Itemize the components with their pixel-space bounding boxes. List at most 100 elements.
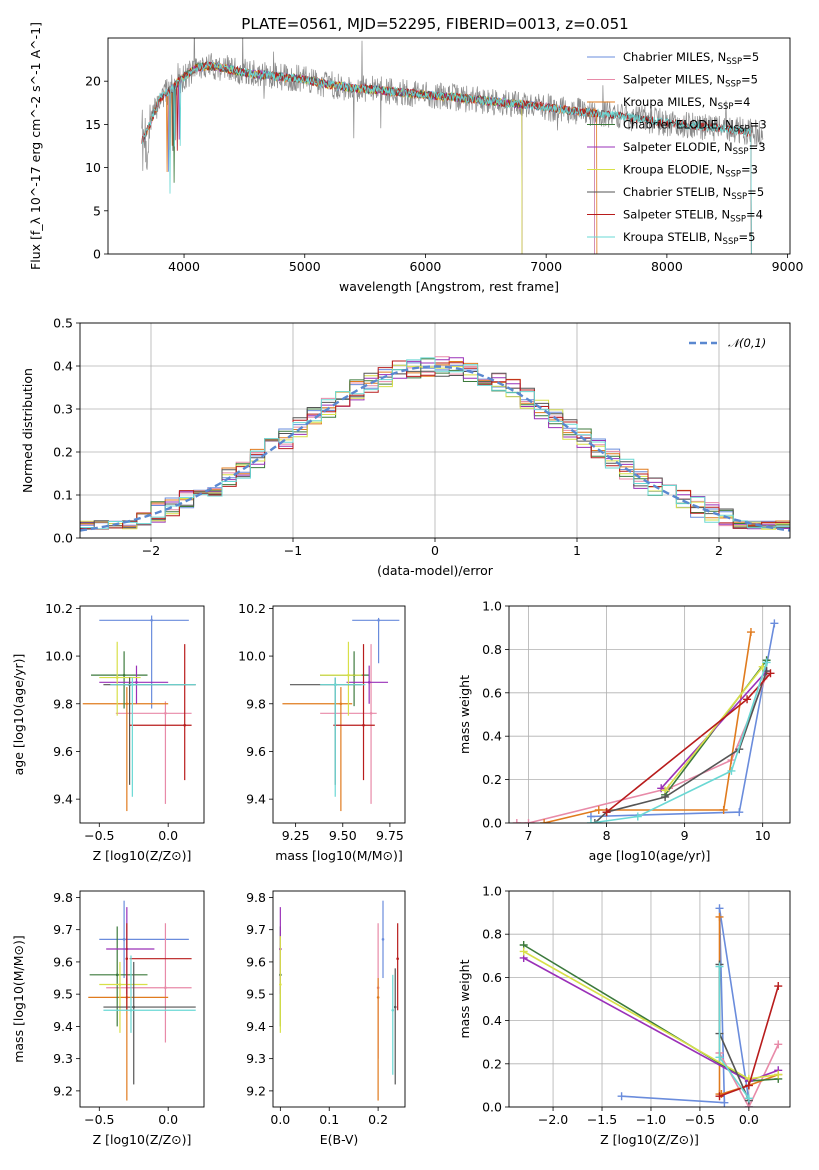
plus-marker [617,1092,626,1101]
y-tick-label: 0.1 [53,488,73,503]
legend-nssp-value: 3 [751,163,758,177]
y-tick-label: 9.3 [246,1051,266,1066]
legend-series-name: Chabrier ELODIE [623,118,718,132]
axes-frame [79,605,205,824]
y-tick-label: 9.5 [246,987,266,1002]
data-point [339,702,343,706]
x-axis-label: E(B-V) [320,1132,359,1147]
errorbar-salpeter-miles [106,923,192,1043]
plus-marker [762,658,771,667]
panel-age_vs_Z: −0.5 0.0 9.4 9.6 9.8 10.0 10.2 Z [log10(Z/Z⊙)] a… [11,601,205,863]
y-axis-label: mass weight [457,675,472,754]
errorbar-kroupa-stelib [391,974,395,1075]
x-tick-label: −1 [284,543,302,558]
y-tick-label: 9.6 [246,744,266,759]
y-tick-label: 0.6 [482,970,502,985]
model-line-chabrier-elodie [171,61,523,254]
y-tick-label: 9.7 [53,922,73,937]
x-tick-label: 10 [755,828,771,843]
plus-marker [735,808,744,817]
y-tick-label: 9.2 [246,1083,266,1098]
x-tick-label: −0.5 [84,828,114,843]
plot-area-spectrum [141,38,764,254]
plus-marker [719,805,728,814]
axes-frame [272,605,406,824]
legend-nssp-eq: = [733,95,743,109]
x-axis-label: age [log10(age/yr)] [589,848,711,863]
axes-frame [272,890,406,1108]
errorbar-kroupa-stelib [320,677,366,797]
legend-gaussian-label: 𝒩(0,1) [728,336,766,350]
legend-nssp-value: 5 [757,185,764,199]
errorbar-chabrier-miles [381,900,385,979]
plus-marker [512,819,521,823]
axes-frame [107,37,791,255]
plot-area-mass_vs_ebv [279,900,399,1101]
axes-frame [79,890,205,1108]
y-tick-label: 10.2 [45,601,73,616]
legend-nssp-value: 5 [752,50,759,64]
series-line [543,631,752,823]
model-line-salpeter-elodie [171,61,523,254]
errorbar-salpeter-miles [115,701,192,804]
y-tick-label: 9.3 [53,1051,73,1066]
legend-nssp-sub: SSP [725,80,741,90]
x-tick-label: 8000 [651,259,683,274]
legend-nssp-sub: SSP [733,147,749,157]
legend-label: Kroupa ELODIE, NSSP=3 [623,163,758,180]
data-point [131,683,134,686]
x-tick-label: −1.5 [587,1112,617,1127]
legend-nssp-eq: = [749,140,759,154]
legend-nssp-value: 4 [743,95,750,109]
plus-marker [766,669,775,678]
x-tick-label: 0 [431,543,439,558]
series-line [590,662,768,823]
y-tick-label: 9.8 [246,696,266,711]
y-tick-label: 9.6 [53,954,73,969]
errorbar-kroupa-miles [82,687,169,812]
data-point [369,712,373,715]
errorbar-salpeter-stelib [333,644,375,781]
data-point [129,1008,133,1012]
errorbar-kroupa-elodie [99,641,141,716]
errorbar-kroupa-elodie [320,641,362,716]
legend-series-name: Salpeter MILES [623,73,709,87]
legend-nssp-eq: = [741,73,751,87]
y-axis-label: mass [log10(M/M⊙)] [11,935,26,1063]
legend-series-name: Salpeter STELIB [623,208,714,222]
errorbar-chabrier-miles [99,615,189,709]
data-point [132,1005,136,1009]
legend-nssp-eq: = [738,230,748,244]
errorbar-chabrier-stelib [103,961,196,1085]
x-tick-label: 9.50 [329,828,357,843]
legend-nssp-prefix: , N [710,50,726,64]
panel-age_vs_mass: 9.25 9.50 9.75 9.4 9.6 9.8 10.0 10.2 mass [log10… [238,601,406,863]
series-line [664,666,764,791]
errorbar-kroupa-stelib [110,677,196,797]
legend-nssp-prefix: , N [715,185,731,199]
legend-nssp-prefix: , N [707,230,723,244]
y-tick-label: 9.8 [53,890,73,905]
series-line [621,908,750,1107]
y-tick-label: 15 [85,117,101,132]
plus-marker [602,808,611,817]
y-tick-label: 10.0 [238,649,266,664]
x-tick-label: 6000 [410,259,442,274]
legend-nssp-sub: SSP [734,125,750,135]
x-tick-label: 9000 [772,259,804,274]
plus-marker [743,695,752,704]
plus-marker [715,904,724,913]
x-tick-label: 2 [715,543,723,558]
x-tick-label: 0.0 [739,1112,759,1127]
data-point [125,957,129,961]
plus-marker [774,1040,783,1049]
model-line-kroupa-stelib [141,60,752,254]
data-point [279,983,282,986]
x-tick-label: −2.0 [538,1112,568,1127]
legend-nssp-prefix: , N [709,73,725,87]
errorbar-chabrier-miles [352,617,400,664]
series-line [516,675,768,823]
plus-marker [540,819,549,823]
legend-nssp-eq: = [746,208,756,222]
plot-area-residuals [80,356,790,532]
